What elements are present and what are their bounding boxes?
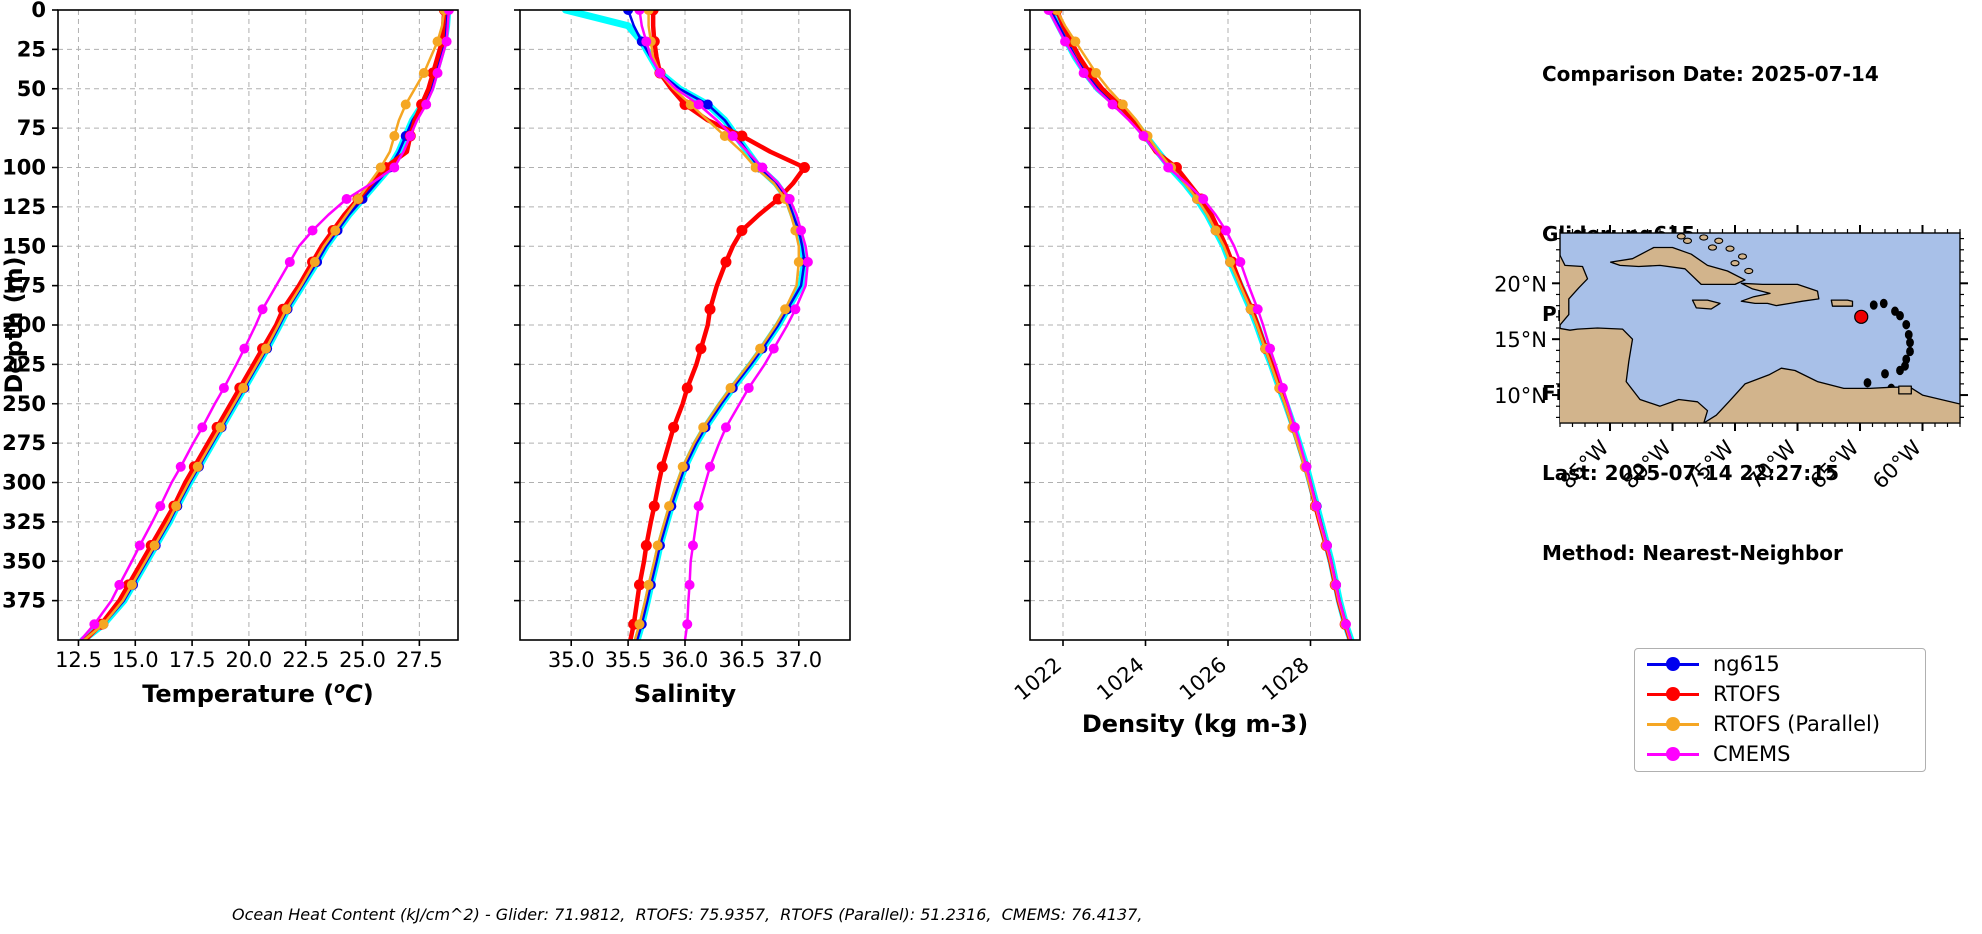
svg-text:350: 350 — [2, 549, 46, 573]
legend-marker-dot — [1666, 687, 1680, 701]
svg-text:10°N: 10°N — [1494, 384, 1547, 408]
legend-label: ng615 — [1713, 652, 1780, 676]
comparison-date-text: Comparison Date: 2025-07-14 — [1542, 62, 1879, 87]
legend-marker-dot — [1666, 657, 1680, 671]
svg-text:275: 275 — [2, 431, 46, 455]
svg-text:35.0: 35.0 — [548, 648, 595, 672]
svg-text:36.5: 36.5 — [719, 648, 766, 672]
svg-text:200: 200 — [2, 313, 46, 337]
svg-text:80°W: 80°W — [1618, 435, 1676, 493]
legend-label: CMEMS — [1713, 742, 1791, 766]
svg-text:175: 175 — [2, 274, 46, 298]
svg-text:125: 125 — [2, 195, 46, 219]
legend-item-cmems[interactable]: CMEMS — [1635, 739, 1925, 769]
svg-text:1028: 1028 — [1257, 652, 1313, 705]
svg-text:12.5: 12.5 — [55, 648, 102, 672]
svg-text:325: 325 — [2, 510, 46, 534]
legend-marker-dot — [1666, 747, 1680, 761]
svg-text:22.5: 22.5 — [282, 648, 329, 672]
svg-text:1022: 1022 — [1010, 652, 1066, 705]
svg-text:20.0: 20.0 — [226, 648, 273, 672]
svg-text:17.5: 17.5 — [169, 648, 216, 672]
legend: ng615 RTOFS RTOFS (Parallel) CMEMS — [1634, 648, 1926, 772]
svg-text:150: 150 — [2, 234, 46, 258]
svg-text:Temperature (oC): Temperature (oC) — [142, 678, 374, 709]
density-plot-svg: 1022 1024 1026 1028 Density (kg m-3) — [1010, 9, 1361, 738]
svg-text:25: 25 — [17, 37, 46, 61]
svg-text:0: 0 — [31, 0, 46, 22]
legend-line-swatch — [1647, 747, 1699, 761]
salinity-panel: 35.0 35.5 36.0 36.5 37.0 Salinity — [510, 0, 960, 900]
density-panel: 1022 1024 1026 1028 Density (kg m-3) — [1010, 0, 1480, 900]
svg-text:20°N: 20°N — [1494, 272, 1547, 296]
method-text: Method: Nearest-Neighbor — [1542, 540, 1843, 565]
svg-text:25.0: 25.0 — [339, 648, 386, 672]
location-map-svg: 20°N 15°N 10°N 85°W 80°W 75°W 70°W 65°W 60°W — [1494, 225, 1968, 494]
svg-text:1026: 1026 — [1175, 652, 1231, 705]
legend-line-swatch — [1647, 657, 1699, 671]
svg-text:36.0: 36.0 — [662, 648, 709, 672]
svg-text:65°W: 65°W — [1806, 435, 1864, 493]
legend-item-rtofs-parallel[interactable]: RTOFS (Parallel) — [1635, 709, 1925, 739]
svg-text:50: 50 — [17, 77, 46, 101]
svg-text:85°W: 85°W — [1556, 435, 1614, 493]
legend-label: RTOFS — [1713, 682, 1781, 706]
salinity-plot-svg: 35.0 35.5 36.0 36.5 37.0 Salinity — [514, 9, 851, 708]
temperature-plot-svg: 12.5 15.0 17.5 20.0 22.5 25.0 27.5 0 25 50 75 100 12… — [0, 0, 459, 709]
svg-text:75°W: 75°W — [1681, 435, 1739, 493]
spacer-line — [1542, 141, 1879, 168]
svg-text:35.5: 35.5 — [605, 648, 652, 672]
legend-item-rtofs[interactable]: RTOFS — [1635, 679, 1925, 709]
svg-text:1024: 1024 — [1092, 652, 1148, 705]
svg-text:60°W: 60°W — [1868, 435, 1926, 493]
svg-text:250: 250 — [2, 392, 46, 416]
legend-line-swatch — [1647, 687, 1699, 701]
svg-text:70°W: 70°W — [1743, 435, 1801, 493]
temperature-panel: 12.5 15.0 17.5 20.0 22.5 25.0 27.5 0 25 50 75 100 12… — [0, 0, 520, 900]
svg-text:27.5: 27.5 — [396, 648, 443, 672]
svg-text:375: 375 — [2, 589, 46, 613]
legend-item-ng615[interactable]: ng615 — [1635, 649, 1925, 679]
svg-text:Density (kg m-3): Density (kg m-3) — [1082, 710, 1308, 738]
svg-text:15.0: 15.0 — [112, 648, 159, 672]
svg-text:100: 100 — [2, 156, 46, 180]
ocean-heat-content-caption: Ocean Heat Content (kJ/cm^2) - Glider: 7… — [232, 905, 1143, 924]
location-map-panel: 20°N 15°N 10°N 85°W 80°W 75°W 70°W 65°W 60°W — [1480, 215, 1982, 495]
svg-text:Depth (m): Depth (m) — [0, 256, 28, 393]
svg-text:Salinity: Salinity — [634, 680, 737, 708]
svg-text:15°N: 15°N — [1494, 328, 1547, 352]
legend-marker-dot — [1666, 717, 1680, 731]
svg-text:300: 300 — [2, 471, 46, 495]
legend-line-swatch — [1647, 717, 1699, 731]
legend-label: RTOFS (Parallel) — [1713, 712, 1881, 736]
svg-text:75: 75 — [17, 116, 46, 140]
svg-text:225: 225 — [2, 352, 46, 376]
svg-text:37.0: 37.0 — [775, 648, 822, 672]
last-profile-time-text: Last: 2025-07-14 22:27:15 — [1542, 461, 1840, 486]
